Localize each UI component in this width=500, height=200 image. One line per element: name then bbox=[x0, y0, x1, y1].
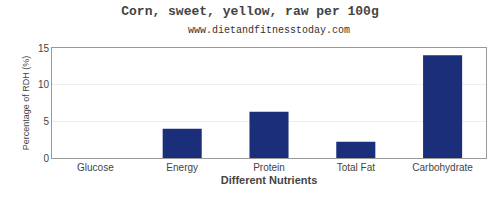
svg-text:Carbohydrate: Carbohydrate bbox=[412, 162, 473, 173]
svg-text:10: 10 bbox=[38, 79, 50, 90]
svg-text:www.dietandfitnesstoday.com: www.dietandfitnesstoday.com bbox=[188, 25, 350, 36]
svg-text:Total Fat: Total Fat bbox=[337, 162, 376, 173]
svg-text:Glucose: Glucose bbox=[77, 162, 114, 173]
svg-text:0: 0 bbox=[43, 153, 49, 164]
svg-text:Protein: Protein bbox=[253, 162, 285, 173]
svg-text:5: 5 bbox=[43, 116, 49, 127]
svg-text:Corn, sweet, yellow, raw per 1: Corn, sweet, yellow, raw per 100g bbox=[121, 4, 379, 19]
svg-text:15: 15 bbox=[38, 43, 50, 54]
svg-text:Different Nutrients: Different Nutrients bbox=[221, 174, 318, 186]
svg-text:Percentage of RDH (%): Percentage of RDH (%) bbox=[21, 56, 31, 151]
svg-text:Energy: Energy bbox=[166, 162, 198, 173]
